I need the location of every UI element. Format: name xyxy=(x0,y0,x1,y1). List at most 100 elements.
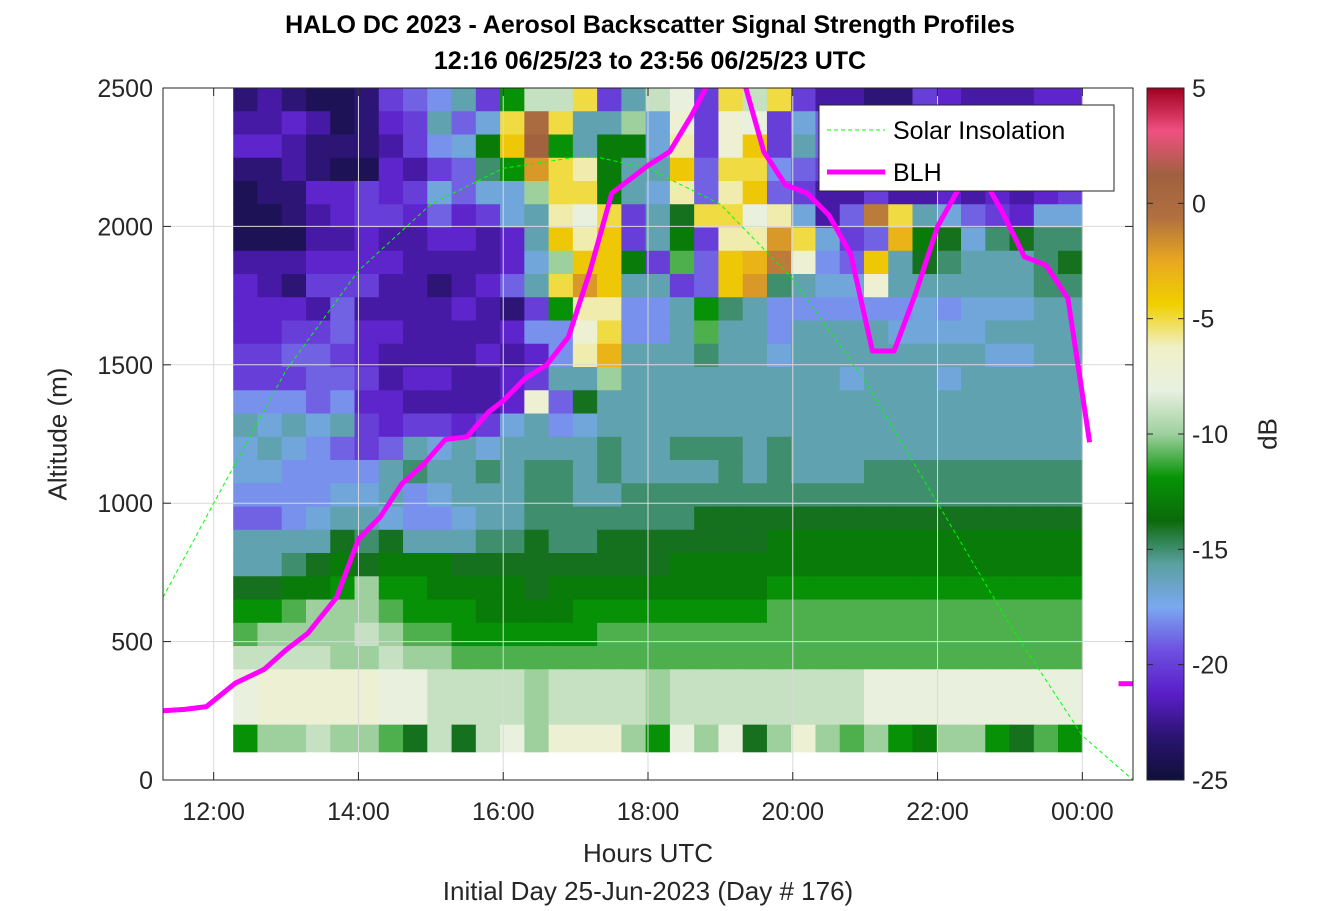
heatmap-cell xyxy=(621,204,647,229)
heatmap-cell xyxy=(524,297,550,322)
heatmap-cell xyxy=(305,724,331,753)
heatmap-cell xyxy=(863,250,889,275)
heatmap-cell xyxy=(330,181,356,205)
colorbar-tick-label: -10 xyxy=(1192,421,1228,449)
heatmap-cell xyxy=(1058,320,1083,345)
heatmap-cell xyxy=(669,367,695,391)
heatmap-cell xyxy=(718,646,744,670)
heatmap-cell xyxy=(233,436,259,461)
heatmap-cell xyxy=(669,181,695,205)
heatmap-cell xyxy=(1058,599,1083,624)
heatmap-cell xyxy=(742,724,768,753)
heatmap-cell xyxy=(403,320,428,345)
heatmap-cell xyxy=(961,506,986,531)
heatmap-cell xyxy=(791,599,817,624)
heatmap-cell xyxy=(621,343,647,368)
heatmap-cell xyxy=(888,250,914,275)
series-lines xyxy=(163,88,1133,780)
heatmap-cell xyxy=(961,669,986,726)
heatmap-cell xyxy=(597,553,622,577)
heatmap-cell xyxy=(669,436,695,461)
heatmap-cell xyxy=(815,367,841,391)
heatmap-cell xyxy=(718,297,744,322)
y-axis-label: Altitude (m) xyxy=(42,367,73,501)
heatmap-cell xyxy=(427,413,453,438)
heatmap-cell xyxy=(427,343,453,368)
heatmap-cell xyxy=(475,134,501,159)
heatmap-cell xyxy=(1033,669,1059,726)
heatmap-cell xyxy=(378,460,404,484)
heatmap-cell xyxy=(500,669,525,726)
heatmap-cell xyxy=(354,622,380,647)
heatmap-cell xyxy=(281,529,307,554)
heatmap-cell xyxy=(305,250,331,275)
heatmap-cell xyxy=(233,227,259,252)
heatmap-cell xyxy=(597,111,622,136)
heatmap-cell xyxy=(233,390,259,415)
heatmap-cell xyxy=(233,599,259,624)
heatmap-cell xyxy=(330,483,356,508)
colorbar-tick-label: -15 xyxy=(1192,536,1228,564)
heatmap-cell xyxy=(718,367,744,391)
heatmap-cell xyxy=(645,669,671,726)
series-line-blh xyxy=(163,88,1093,714)
heatmap-cell xyxy=(451,320,477,345)
heatmap-cell xyxy=(694,483,720,508)
heatmap-cell xyxy=(572,204,598,229)
heatmap-cell xyxy=(597,157,622,182)
heatmap-cell xyxy=(621,483,647,508)
heatmap-cell xyxy=(839,460,865,484)
heatmap-cell xyxy=(961,724,986,753)
heatmap-cell xyxy=(378,204,404,229)
heatmap-cell xyxy=(1033,483,1059,508)
heatmap-cell xyxy=(985,390,1011,415)
heatmap-cell xyxy=(354,390,380,415)
heatmap-cell xyxy=(427,320,453,345)
heatmap-cell xyxy=(330,646,356,670)
heatmap-cell xyxy=(863,390,889,415)
heatmap-cell xyxy=(718,529,744,554)
x-tick-label: 20:00 xyxy=(761,798,824,826)
heatmap-cell xyxy=(645,88,671,112)
heatmap-cell xyxy=(621,724,647,753)
heatmap-cell xyxy=(281,111,307,136)
heatmap-cell xyxy=(961,367,986,391)
heatmap-cell xyxy=(718,576,744,601)
heatmap-cell xyxy=(1009,436,1035,461)
heatmap-cell xyxy=(742,204,768,229)
heatmap-cell xyxy=(694,157,720,182)
heatmap-cell xyxy=(403,390,428,415)
heatmap-cell xyxy=(863,529,889,554)
heatmap-cell xyxy=(742,622,768,647)
heatmap-cell xyxy=(233,506,259,531)
heatmap-cell xyxy=(257,390,283,415)
heatmap-cell xyxy=(378,724,404,753)
heatmap-cell xyxy=(766,529,792,554)
heatmap-cell xyxy=(1033,622,1059,647)
heatmap-cell xyxy=(839,646,865,670)
heatmap-cell xyxy=(281,483,307,508)
heatmap-cell xyxy=(403,204,428,229)
heatmap-cell xyxy=(936,553,962,577)
heatmap-cell xyxy=(863,343,889,368)
heatmap-cell xyxy=(669,724,695,753)
heatmap-cell xyxy=(815,436,841,461)
heatmap-cell xyxy=(354,483,380,508)
heatmap-cell xyxy=(354,413,380,438)
heatmap-cell xyxy=(524,599,550,624)
heatmap-cell xyxy=(815,553,841,577)
heatmap-cell xyxy=(621,576,647,601)
heatmap-cell xyxy=(330,250,356,275)
heatmap-cell xyxy=(1009,724,1035,753)
heatmap-cell xyxy=(815,599,841,624)
heatmap-cell xyxy=(500,320,525,345)
heatmap-cell xyxy=(500,250,525,275)
heatmap-cell xyxy=(669,297,695,322)
heatmap-cell xyxy=(257,460,283,484)
heatmap-cell xyxy=(305,553,331,577)
heatmap-cell xyxy=(403,483,428,508)
heatmap-cell xyxy=(936,506,962,531)
heatmap-cell xyxy=(597,320,622,345)
colorbar-tick-label: -20 xyxy=(1192,652,1228,680)
heatmap-cell xyxy=(572,669,598,726)
